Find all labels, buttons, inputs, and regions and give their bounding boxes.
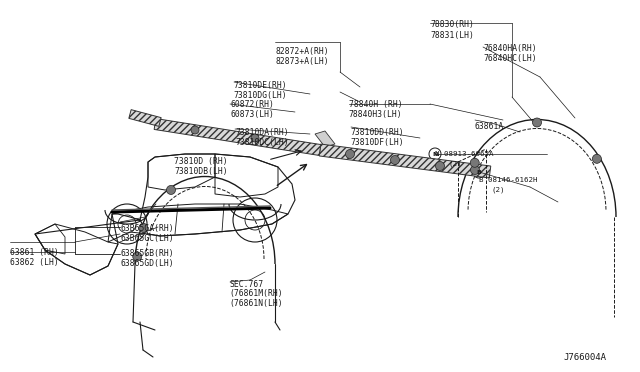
Text: (76861N(LH): (76861N(LH)	[229, 299, 283, 308]
Text: 78830(RH): 78830(RH)	[430, 20, 474, 29]
Text: 73810DG(LH): 73810DG(LH)	[233, 91, 287, 100]
Text: 60872(RH): 60872(RH)	[230, 100, 275, 109]
Text: 78840H3(LH): 78840H3(LH)	[349, 110, 403, 119]
Text: 60873(LH): 60873(LH)	[230, 110, 275, 119]
Text: (2): (2)	[448, 160, 461, 167]
Text: 73810DC(LH): 73810DC(LH)	[236, 138, 289, 147]
Text: 82873+A(LH): 82873+A(LH)	[275, 57, 329, 66]
Text: 63861 (RH): 63861 (RH)	[10, 248, 59, 257]
Text: J766004A: J766004A	[563, 353, 606, 362]
Circle shape	[470, 158, 479, 167]
Circle shape	[470, 166, 479, 174]
Circle shape	[166, 186, 175, 195]
Text: 73810DA(RH): 73810DA(RH)	[236, 128, 289, 137]
Text: 76840HA(RH): 76840HA(RH)	[483, 44, 537, 53]
Text: B 08146-6162H: B 08146-6162H	[479, 177, 537, 183]
Polygon shape	[315, 131, 335, 147]
Circle shape	[532, 118, 541, 127]
Text: B: B	[477, 170, 481, 174]
Text: SEC.767: SEC.767	[229, 280, 263, 289]
Circle shape	[346, 150, 355, 158]
Text: (2): (2)	[492, 186, 505, 193]
Polygon shape	[319, 144, 491, 178]
Circle shape	[593, 154, 602, 163]
Circle shape	[139, 223, 148, 232]
Text: 78831(LH): 78831(LH)	[430, 31, 474, 40]
Polygon shape	[154, 119, 321, 155]
Text: 63B65GA(RH): 63B65GA(RH)	[120, 224, 174, 233]
Text: 73810DD(RH): 73810DD(RH)	[351, 128, 404, 137]
Text: 73810D (RH): 73810D (RH)	[174, 157, 228, 166]
Text: N 08913-6065A: N 08913-6065A	[435, 151, 493, 157]
Text: 63862 (LH): 63862 (LH)	[10, 258, 59, 267]
Circle shape	[390, 155, 399, 164]
Text: 76840HC(LH): 76840HC(LH)	[483, 54, 537, 63]
Text: 63861A: 63861A	[475, 122, 504, 131]
Circle shape	[132, 252, 141, 261]
Text: 73810DE(RH): 73810DE(RH)	[233, 81, 287, 90]
Text: N: N	[432, 151, 438, 157]
Text: (76861M(RH): (76861M(RH)	[229, 289, 283, 298]
Circle shape	[435, 161, 445, 170]
Text: 73810DB(LH): 73810DB(LH)	[174, 167, 228, 176]
Text: 63865GB(RH): 63865GB(RH)	[120, 249, 174, 258]
Text: 63B65GC(LH): 63B65GC(LH)	[120, 234, 174, 243]
Polygon shape	[129, 110, 161, 126]
Text: 82872+A(RH): 82872+A(RH)	[275, 47, 329, 56]
Circle shape	[251, 134, 259, 142]
Text: 63865GD(LH): 63865GD(LH)	[120, 259, 174, 268]
Text: 73810DF(LH): 73810DF(LH)	[351, 138, 404, 147]
Circle shape	[191, 126, 199, 134]
Text: 78840H (RH): 78840H (RH)	[349, 100, 403, 109]
